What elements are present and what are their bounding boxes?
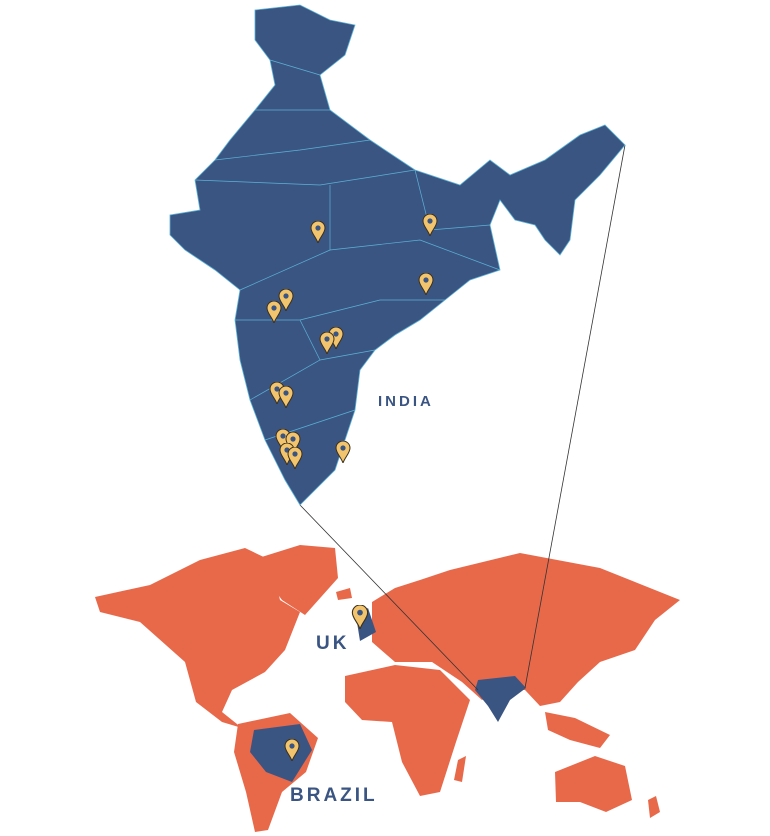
country-label: INDIA: [378, 393, 434, 410]
highlighted-countries: [250, 608, 526, 782]
connector-line: [299, 504, 479, 691]
madagascar: [454, 756, 466, 782]
north-america: [95, 548, 300, 728]
country-label: UK: [316, 633, 349, 654]
greenland: [252, 545, 338, 615]
eurasia: [372, 553, 680, 706]
iceland: [336, 588, 352, 600]
new-zealand: [648, 796, 660, 818]
southeast-asia: [545, 712, 610, 748]
connector-line: [524, 144, 626, 689]
australia: [555, 756, 632, 812]
country-label: BRAZIL: [290, 785, 378, 806]
africa: [345, 665, 470, 796]
india-small-shape: [475, 676, 526, 722]
india-map: [169, 4, 626, 506]
brazil-shape: [250, 724, 312, 782]
world-map: [95, 545, 680, 832]
